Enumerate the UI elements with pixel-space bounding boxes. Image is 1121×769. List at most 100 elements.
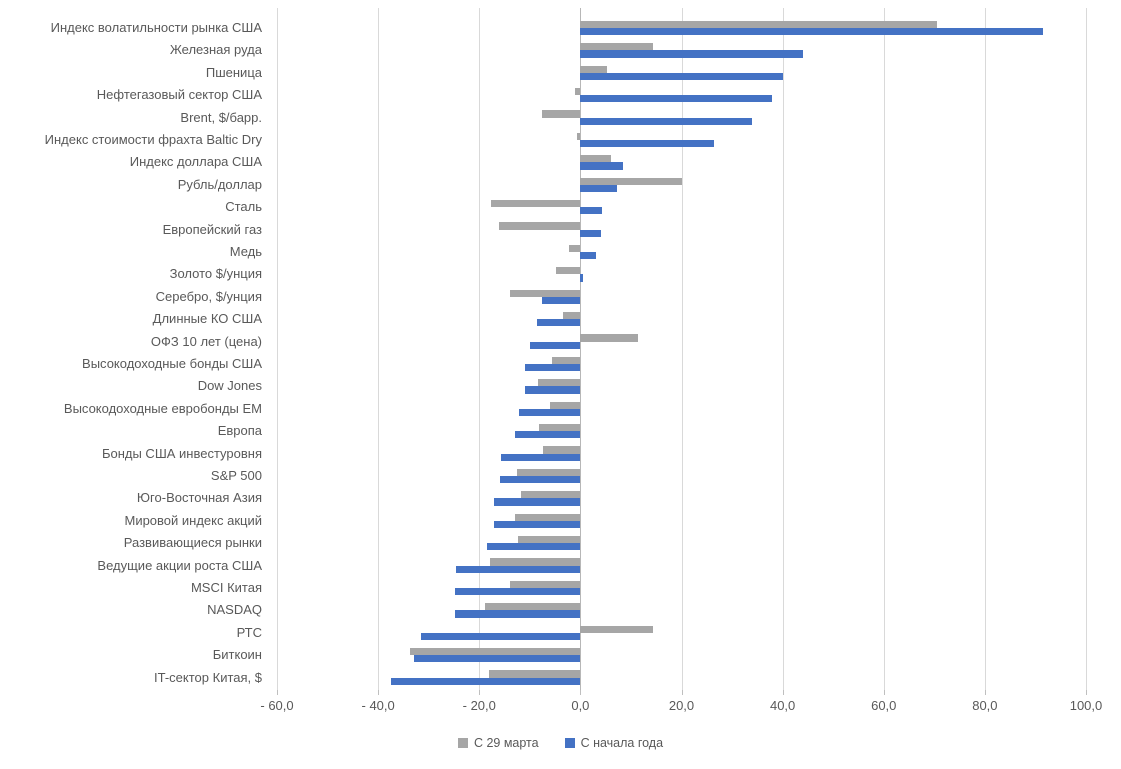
x-tick-label: 80,0 <box>972 698 998 713</box>
bar <box>524 386 581 394</box>
bar <box>580 72 784 81</box>
bar <box>487 543 581 551</box>
bar <box>541 296 581 305</box>
bar <box>580 140 715 148</box>
bar <box>580 207 602 215</box>
category-label: РТС <box>236 624 262 640</box>
category-label: S&P 500 <box>210 468 262 483</box>
zero-axis-line <box>580 8 582 690</box>
bar <box>580 184 618 193</box>
tick-mark <box>479 690 481 695</box>
bar <box>580 162 624 170</box>
bar <box>580 334 638 342</box>
bar <box>485 603 581 611</box>
bar <box>580 117 753 125</box>
bar <box>519 408 581 417</box>
category-label: IT-сектор Китая, $ <box>154 669 262 685</box>
tick-mark <box>277 690 278 695</box>
x-tick-label: - 60,0 <box>260 698 294 713</box>
bar <box>493 498 581 506</box>
category-label: Длинные КО США <box>152 311 262 327</box>
legend-label-since-march: С 29 марта <box>473 736 539 750</box>
x-tick-label: 40,0 <box>769 698 796 713</box>
gridline <box>984 8 986 690</box>
x-tick-label: 20,0 <box>668 698 695 713</box>
tick-mark <box>1086 690 1087 695</box>
gridline <box>681 8 683 690</box>
category-label: Рубль/доллар <box>177 176 262 192</box>
bar <box>500 453 581 461</box>
bar <box>410 647 581 656</box>
x-tick-label: 60,0 <box>871 698 897 713</box>
legend-label-ytd: С начала года <box>580 736 664 750</box>
bar <box>454 588 581 596</box>
bar <box>580 43 653 51</box>
gridline <box>378 8 380 690</box>
bar <box>580 28 1044 36</box>
bar <box>550 401 581 409</box>
gridline <box>1086 8 1087 690</box>
bar <box>580 274 583 282</box>
bar <box>516 468 581 476</box>
bar <box>455 565 581 573</box>
category-label: Юго-Восточная Азия <box>136 490 262 506</box>
bar <box>580 229 601 237</box>
category-label: Высокодоходные бонды США <box>82 356 262 371</box>
bar <box>489 558 581 566</box>
bar <box>580 155 611 163</box>
legend-item-since-march: С 29 марта <box>457 736 539 750</box>
bar <box>413 655 581 663</box>
tick-mark <box>378 690 380 695</box>
gridline <box>277 8 278 690</box>
bar <box>499 222 581 230</box>
bar <box>552 356 581 364</box>
bar <box>509 289 581 297</box>
category-label: MSCI Китая <box>190 580 262 595</box>
category-label: Сталь <box>225 199 262 215</box>
bar <box>391 677 581 685</box>
category-label: Серебро, $/унция <box>155 288 262 304</box>
legend-item-ytd: С начала года <box>564 736 664 750</box>
legend-swatch-blue <box>564 738 575 748</box>
tick-mark <box>580 690 582 695</box>
category-label: Биткоин <box>212 647 262 663</box>
bar <box>580 50 804 58</box>
bar <box>580 625 654 633</box>
gridline <box>782 8 784 690</box>
value-axis: - 60,0 - 40,0 - 20,0 0,0 20,0 40,0 60,0 80,0 100… <box>260 690 1102 720</box>
bar <box>493 520 581 529</box>
bar <box>524 364 581 372</box>
category-label: Мировой индекс акций <box>124 512 262 528</box>
gridline <box>883 8 885 690</box>
category-label: Золото $/унция <box>169 266 262 282</box>
bar <box>514 431 581 439</box>
x-tick-label: - 20,0 <box>462 698 496 713</box>
legend-swatch-gray <box>457 738 468 748</box>
bar <box>491 199 581 208</box>
bar <box>580 65 608 73</box>
bar <box>536 319 581 327</box>
bar <box>580 252 597 260</box>
bar <box>568 244 581 252</box>
category-label: Индекс волатильности рынка США <box>50 20 262 35</box>
category-label: Brent, $/барр. <box>180 109 262 125</box>
category-label: Медь <box>229 244 262 259</box>
category-label: Индекс доллара США <box>129 154 262 170</box>
tick-mark <box>883 690 885 695</box>
bar <box>488 670 581 678</box>
bar <box>420 632 581 641</box>
x-tick-label: - 40,0 <box>361 698 395 713</box>
x-tick-label: 0,0 <box>571 698 590 713</box>
bar <box>500 476 581 484</box>
bar <box>575 87 581 96</box>
bar <box>509 580 581 588</box>
bar <box>580 95 772 103</box>
category-axis: Индекс волатильности рынка США Железная р… <box>0 0 266 700</box>
category-label: Dow Jones <box>197 378 262 394</box>
bar <box>542 110 581 118</box>
category-label: NASDAQ <box>207 602 262 618</box>
legend: С 29 марта С начала года <box>0 733 1121 753</box>
bar <box>563 311 581 320</box>
tick-mark <box>782 690 784 695</box>
